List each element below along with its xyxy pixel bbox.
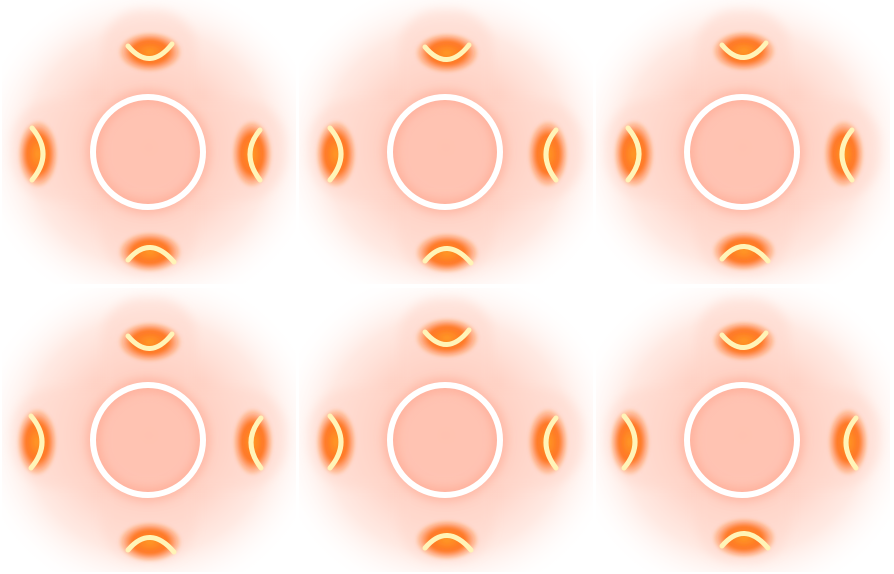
flame-crescent-icon <box>422 246 474 266</box>
flame-crescent-icon <box>543 127 559 183</box>
frame-art <box>596 0 890 284</box>
sprite-frame-3 <box>596 0 890 284</box>
frame-art <box>2 0 296 284</box>
glowing-ring-icon <box>387 94 503 210</box>
flame-crescent-icon <box>28 413 45 471</box>
flame-crescent-icon <box>29 125 46 183</box>
flame-crescent-icon <box>621 413 638 471</box>
flame-crescent-icon <box>843 415 859 471</box>
glowing-ring-icon <box>684 94 800 210</box>
flame-crescent-icon <box>719 244 771 264</box>
flame-crescent-icon <box>247 127 263 183</box>
frame-art <box>2 288 296 572</box>
glowing-ring-icon <box>90 382 206 498</box>
flame-crescent-icon <box>719 40 769 60</box>
glowing-ring-icon <box>387 382 503 498</box>
sprite-frame-4 <box>2 288 296 572</box>
sprite-frame-6 <box>596 288 890 572</box>
flame-crescent-icon <box>327 413 344 471</box>
frame-art <box>299 288 593 572</box>
flame-crescent-icon <box>839 127 855 183</box>
flame-crescent-icon <box>422 327 472 347</box>
flame-crescent-icon <box>125 535 177 555</box>
flame-crescent-icon <box>422 533 474 553</box>
flame-crescent-icon <box>625 125 642 183</box>
glowing-ring-icon <box>90 94 206 210</box>
sprite-frame-1 <box>2 0 296 284</box>
flame-crescent-icon <box>125 41 175 61</box>
flame-crescent-icon <box>543 415 559 471</box>
flame-crescent-icon <box>248 415 264 471</box>
glowing-ring-icon <box>684 382 800 498</box>
flame-crescent-icon <box>719 531 771 551</box>
flame-crescent-icon <box>719 330 769 350</box>
flame-crescent-icon <box>125 245 177 265</box>
flame-crescent-icon <box>125 331 175 351</box>
flame-crescent-icon <box>327 125 344 183</box>
frame-art <box>596 288 890 572</box>
frame-art <box>299 0 593 284</box>
sprite-frame-2 <box>299 0 593 284</box>
sprite-frame-5 <box>299 288 593 572</box>
flame-crescent-icon <box>422 42 472 62</box>
